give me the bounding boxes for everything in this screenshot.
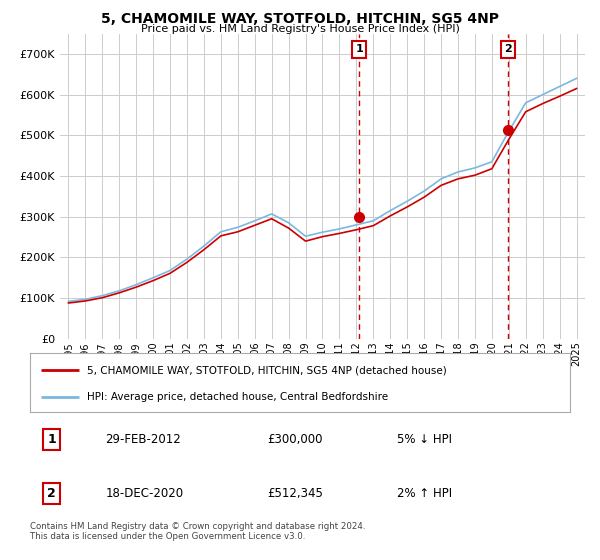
Text: Contains HM Land Registry data © Crown copyright and database right 2024.
This d: Contains HM Land Registry data © Crown c… (30, 522, 365, 542)
Text: 2% ↑ HPI: 2% ↑ HPI (397, 487, 452, 500)
Text: Price paid vs. HM Land Registry's House Price Index (HPI): Price paid vs. HM Land Registry's House … (140, 24, 460, 34)
Text: 2: 2 (505, 44, 512, 54)
Text: HPI: Average price, detached house, Central Bedfordshire: HPI: Average price, detached house, Cent… (86, 392, 388, 402)
Text: 5, CHAMOMILE WAY, STOTFOLD, HITCHIN, SG5 4NP: 5, CHAMOMILE WAY, STOTFOLD, HITCHIN, SG5… (101, 12, 499, 26)
Text: 1: 1 (355, 44, 363, 54)
Text: 29-FEB-2012: 29-FEB-2012 (106, 433, 181, 446)
Text: 2: 2 (47, 487, 56, 500)
Text: £300,000: £300,000 (268, 433, 323, 446)
Text: 5, CHAMOMILE WAY, STOTFOLD, HITCHIN, SG5 4NP (detached house): 5, CHAMOMILE WAY, STOTFOLD, HITCHIN, SG5… (86, 366, 446, 375)
Text: 5% ↓ HPI: 5% ↓ HPI (397, 433, 452, 446)
Text: £512,345: £512,345 (268, 487, 323, 500)
Text: 1: 1 (47, 433, 56, 446)
Text: 18-DEC-2020: 18-DEC-2020 (106, 487, 184, 500)
